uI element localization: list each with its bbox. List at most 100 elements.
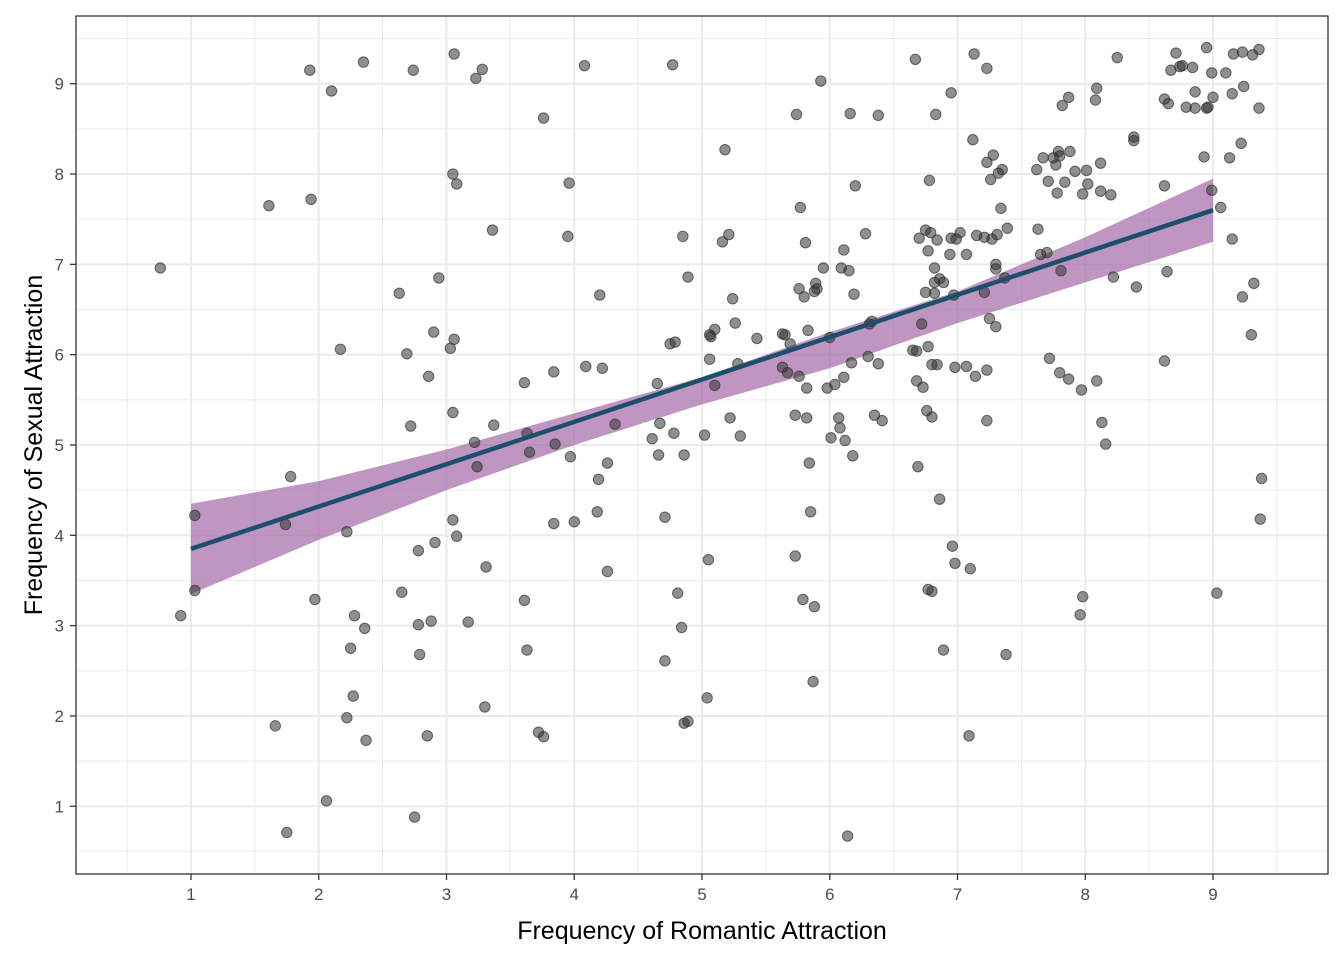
- y-tick-label: 8: [55, 165, 64, 184]
- data-point: [928, 262, 941, 274]
- x-tick-label: 9: [1208, 885, 1217, 904]
- data-point: [421, 730, 434, 742]
- x-axis-title: Frequency of Romantic Attraction: [517, 917, 887, 945]
- x-tick-label: 3: [442, 885, 451, 904]
- data-point: [1037, 152, 1049, 164]
- data-point: [928, 287, 941, 299]
- data-point: [433, 272, 445, 284]
- data-point: [1051, 187, 1063, 199]
- data-point: [592, 473, 605, 486]
- data-point: [548, 517, 560, 530]
- data-point: [666, 59, 679, 71]
- data-point: [175, 609, 187, 622]
- data-point: [479, 701, 491, 713]
- data-point: [995, 202, 1007, 215]
- data-point: [1077, 188, 1089, 200]
- data-point: [1074, 609, 1086, 621]
- data-point: [408, 811, 421, 823]
- data-point: [341, 526, 353, 538]
- data-point: [486, 224, 499, 236]
- data-point: [985, 173, 997, 186]
- data-point: [1170, 47, 1182, 59]
- data-point: [1214, 201, 1227, 214]
- x-axis: 1 2 3 4 5 6 7 8 9: [186, 874, 1218, 904]
- y-tick-label: 1: [55, 797, 64, 816]
- data-point: [1161, 265, 1173, 278]
- fit-line-layer: [190, 208, 1214, 551]
- data-point: [1031, 163, 1043, 176]
- data-point: [960, 248, 973, 261]
- data-point: [698, 429, 711, 441]
- data-point: [1207, 91, 1219, 103]
- data-point: [1200, 41, 1213, 54]
- data-point: [751, 332, 763, 345]
- data-point: [263, 199, 275, 212]
- data-point: [1223, 152, 1236, 164]
- data-point: [702, 554, 715, 566]
- data-point: [672, 587, 684, 599]
- data-point: [1105, 189, 1117, 201]
- data-point: [601, 457, 614, 469]
- data-point: [652, 449, 665, 461]
- data-point: [1062, 91, 1075, 103]
- data-point: [799, 236, 812, 249]
- data-point: [1059, 176, 1071, 188]
- data-point: [945, 87, 957, 99]
- data-point: [682, 715, 694, 728]
- data-point: [804, 506, 817, 518]
- data-point: [1091, 375, 1103, 387]
- data-point: [946, 540, 959, 552]
- data-point: [609, 418, 621, 430]
- data-point: [922, 340, 934, 353]
- data-point: [981, 62, 993, 75]
- data-point: [801, 412, 813, 424]
- data-point: [981, 156, 993, 169]
- data-point: [990, 320, 1002, 333]
- data-point: [963, 730, 975, 742]
- data-point: [1001, 222, 1014, 234]
- data-point: [1054, 367, 1066, 379]
- data-point: [701, 692, 713, 704]
- data-point: [726, 292, 739, 305]
- x-tick-label: 7: [953, 885, 962, 904]
- x-tick-label: 2: [314, 885, 323, 904]
- data-point: [601, 565, 614, 578]
- data-point: [910, 345, 923, 357]
- data-point: [1206, 67, 1218, 79]
- data-point: [396, 586, 408, 598]
- data-point: [1062, 373, 1075, 385]
- data-point: [1041, 246, 1053, 259]
- data-point: [537, 731, 550, 743]
- data-point: [933, 493, 946, 505]
- data-point: [862, 350, 874, 363]
- data-point: [817, 262, 830, 274]
- data-point: [405, 420, 417, 432]
- data-point: [488, 419, 500, 431]
- data-point: [981, 414, 993, 427]
- data-point: [360, 734, 372, 747]
- data-point: [447, 406, 459, 419]
- data-point: [596, 362, 609, 374]
- y-axis-title: Frequency of Sexual Attraction: [20, 275, 48, 615]
- data-point: [949, 557, 961, 570]
- data-point: [413, 648, 426, 661]
- data-point: [480, 561, 492, 573]
- data-point: [341, 712, 353, 724]
- x-tick-label: 4: [570, 885, 579, 904]
- data-point: [789, 550, 801, 562]
- y-tick-label: 2: [55, 707, 64, 726]
- data-point: [841, 830, 854, 842]
- data-point: [790, 108, 803, 121]
- data-point: [815, 75, 827, 87]
- data-point: [845, 357, 858, 369]
- data-point: [931, 358, 943, 371]
- data-point: [447, 514, 459, 526]
- data-point: [281, 826, 293, 839]
- data-point: [668, 427, 680, 439]
- data-point: [1096, 416, 1108, 429]
- data-point: [987, 149, 999, 161]
- data-point: [1056, 99, 1068, 112]
- data-point: [1042, 175, 1054, 187]
- data-point: [462, 616, 474, 628]
